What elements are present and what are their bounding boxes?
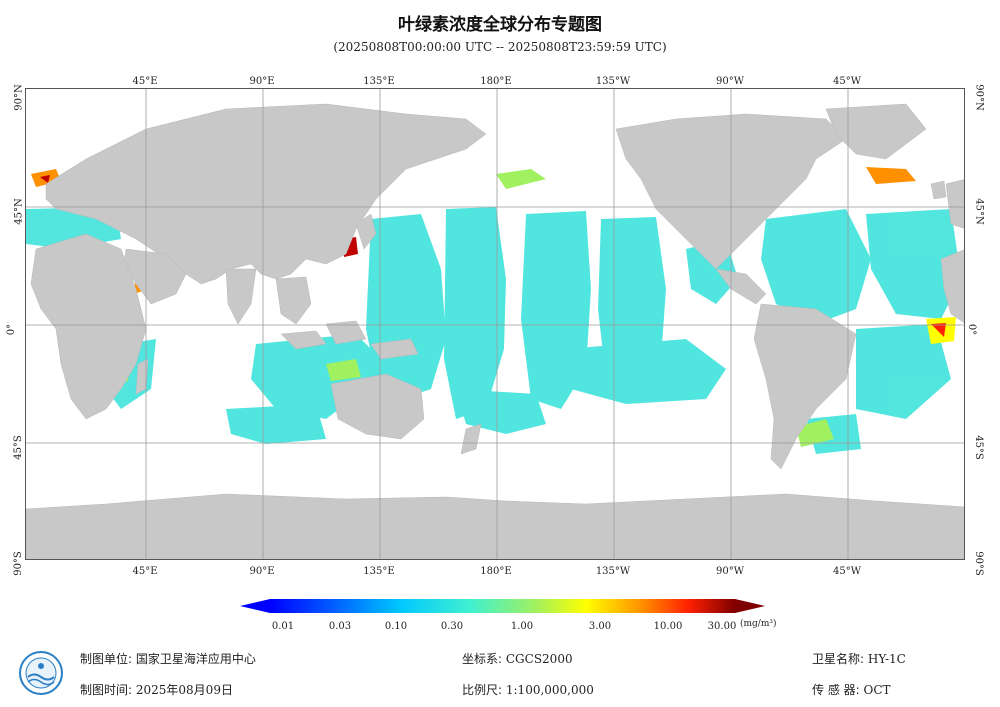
nsoas-logo [18, 650, 64, 696]
indonesia-land-2 [325, 320, 367, 345]
india-land [225, 268, 257, 325]
antarctica-land [26, 493, 964, 559]
production-date-info: 制图时间: 2025年08月09日 [80, 683, 233, 697]
longitude-label: 90°W [715, 566, 745, 577]
chl-patch-labrador [866, 167, 916, 184]
britain-land [930, 180, 947, 200]
latitude-label: 45°S [972, 435, 984, 460]
chl-swath-southeast-pacific [566, 339, 726, 404]
chl-patch-bering [496, 169, 546, 189]
longitude-label: 135°W [595, 566, 631, 577]
scale-info: 比例尺: 1:100,000,000 [462, 683, 594, 697]
longitude-label: 135°W [595, 76, 631, 87]
new-guinea-land [370, 338, 419, 360]
longitude-label: 45°W [832, 76, 862, 87]
longitude-label: 180°E [480, 566, 512, 577]
time-range-subtitle: (20250808T00:00:00 UTC -- 20250808T23:59… [333, 40, 667, 54]
greenland-land [825, 103, 927, 160]
chl-patch-argentina-shelf [796, 419, 834, 447]
latitude-label: 0° [6, 323, 18, 336]
colorbar-tick-label: 10.00 [653, 621, 683, 632]
colorbar-unit: (mg/m³) [740, 619, 777, 629]
western-europe-land [945, 179, 964, 229]
chl-swath-south-atlantic [856, 324, 951, 419]
japan-land [355, 213, 377, 250]
latitude-label: 90°N [13, 84, 25, 111]
colorbar-tick-label: 30.00 [707, 621, 737, 632]
longitude-label: 90°E [249, 566, 275, 577]
chl-swath-central-pacific-1 [444, 207, 506, 419]
colorbar-gradient [270, 599, 735, 613]
chl-swath-south-indian [226, 404, 326, 444]
page-title: 叶绿素浓度全球分布专题图 [398, 15, 602, 35]
latitude-label: 45°S [12, 435, 24, 460]
longitude-label: 135°E [363, 76, 395, 87]
eurasia-land [45, 103, 487, 285]
central-america-land [715, 268, 767, 305]
chl-swath-northeast-atlantic [866, 209, 961, 319]
west-africa-land [940, 249, 964, 323]
chl-patch-arafura [326, 359, 361, 381]
indonesia-land-1 [280, 330, 327, 350]
chl-patch-baltic [40, 175, 50, 183]
longitude-label: 45°E [132, 76, 158, 87]
colorbar-high-arrow [735, 599, 765, 613]
australia-land [330, 373, 425, 440]
colorbar-low-arrow [240, 599, 270, 613]
graticule-grid [26, 89, 964, 559]
colorbar-tick-label: 0.01 [271, 621, 295, 632]
coordinate-system-info: 坐标系: CGCS2000 [462, 652, 573, 666]
latitude-label: 90°N [973, 84, 985, 111]
latitude-label: 0° [966, 323, 978, 336]
longitude-label: 180°E [480, 76, 512, 87]
colorbar-tick-label: 3.00 [588, 621, 612, 632]
longitude-label: 90°W [715, 76, 745, 87]
new-zealand-land [460, 423, 482, 455]
colorbar-tick-label: 0.30 [440, 621, 464, 632]
latitude-label: 45°N [973, 198, 985, 225]
sensor-info: 传 感 器: OCT [812, 683, 891, 697]
chl-patch-benguela-core [931, 323, 946, 337]
chl-swath-north-atlantic [761, 209, 871, 324]
southeast-asia-land [275, 276, 312, 325]
satellite-info: 卫星名称: HY-1C [812, 652, 906, 666]
producer-info: 制图单位: 国家卫星海洋应用中心 [80, 652, 256, 666]
latitude-label: 90°S [972, 551, 984, 576]
world-map-svg [26, 89, 964, 559]
latitude-label: 45°N [13, 198, 25, 225]
chl-swath-south-pacific [456, 389, 546, 434]
colorbar-tick-label: 0.10 [384, 621, 408, 632]
longitude-label: 45°E [132, 566, 158, 577]
colorbar-tick-label: 1.00 [510, 621, 534, 632]
africa-land [30, 233, 147, 420]
colorbar-tick-label: 0.03 [328, 621, 352, 632]
land-layer [26, 103, 964, 559]
latitude-label: 90°S [12, 551, 24, 576]
longitude-label: 135°E [363, 566, 395, 577]
longitude-label: 90°E [249, 76, 275, 87]
south-america-land [753, 303, 857, 470]
longitude-label: 45°W [832, 566, 862, 577]
world-map [25, 88, 965, 560]
chlorophyll-colorbar [240, 598, 765, 614]
